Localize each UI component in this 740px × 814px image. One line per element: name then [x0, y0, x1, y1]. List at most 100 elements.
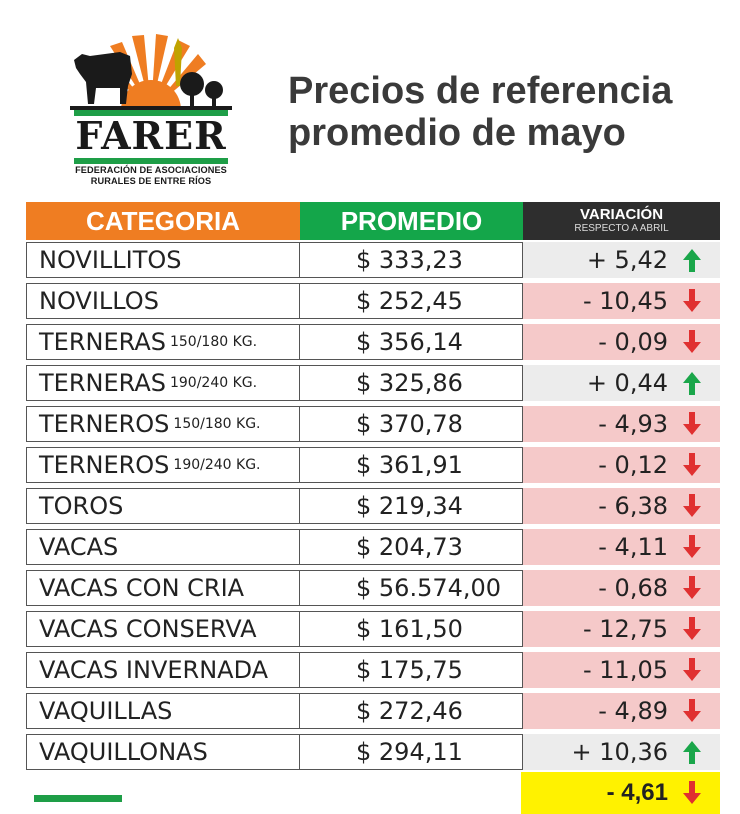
table-row: TOROS $ 219,34 - 6,38 — [26, 488, 720, 526]
variation-cell: - 11,05 — [523, 652, 720, 688]
category-cell: TERNEROS 190/240 KG. — [26, 447, 300, 483]
category-name: NOVILLITOS — [39, 246, 182, 274]
category-cell: NOVILLITOS — [26, 242, 300, 278]
average-price-cell: $ 219,34 — [300, 488, 523, 524]
arrow-down-icon — [683, 330, 701, 353]
page-title: Precios de referencia promedio de mayo — [288, 70, 718, 154]
arrow-up-icon — [683, 741, 701, 764]
variation-cell: - 4,11 — [523, 529, 720, 565]
header-promedio: PROMEDIO — [300, 202, 523, 240]
category-cell: NOVILLOS — [26, 283, 300, 319]
category-name: NOVILLOS — [39, 287, 159, 315]
category-name: TERNERAS — [39, 328, 166, 356]
variation-cell: + 0,44 — [523, 365, 720, 401]
table-row: VACAS CON CRIA $ 56.574,00 - 0,68 — [26, 570, 720, 608]
variation-value: - 0,09 — [598, 328, 668, 356]
table-row: NOVILLOS $ 252,45 - 10,45 — [26, 283, 720, 321]
variation-value: + 10,36 — [571, 738, 668, 766]
title-line2: promedio de mayo — [288, 112, 626, 154]
variation-cell: - 4,93 — [523, 406, 720, 442]
variation-value: - 0,68 — [598, 574, 668, 602]
average-price-cell: $ 56.574,00 — [300, 570, 523, 606]
category-weight: 150/180 KG. — [169, 334, 258, 350]
arrow-down-icon — [683, 412, 701, 435]
arrow-down-icon — [683, 658, 701, 681]
variation-value: - 10,45 — [583, 287, 668, 315]
arrow-up-icon — [683, 372, 701, 395]
arrow-up-icon — [683, 249, 701, 272]
average-price-cell: $ 370,78 — [300, 406, 523, 442]
variation-value: - 12,75 — [583, 615, 668, 643]
table-row: NOVILLITOS $ 333,23 + 5,42 — [26, 242, 720, 280]
category-weight: 190/240 KG. — [169, 375, 258, 391]
variation-value: + 0,44 — [586, 369, 668, 397]
category-name: TERNEROS — [39, 451, 170, 479]
average-price-cell: $ 361,91 — [300, 447, 523, 483]
category-cell: VACAS INVERNADA — [26, 652, 300, 688]
variation-cell: - 12,75 — [523, 611, 720, 647]
arrow-down-icon — [683, 781, 701, 804]
header-variacion: VARIACIÓN RESPECTO A ABRIL — [523, 202, 720, 240]
title-line1: Precios de referencia — [288, 70, 673, 112]
category-cell: TERNERAS 150/180 KG. — [26, 324, 300, 360]
table-row: VACAS CONSERVA $ 161,50 - 12,75 — [26, 611, 720, 649]
category-cell: VAQUILLAS — [26, 693, 300, 729]
category-name: TERNEROS — [39, 410, 170, 438]
logo-wordmark: FARER — [75, 113, 227, 158]
variation-cell: - 10,45 — [523, 283, 720, 319]
logo-emblem-icon — [70, 34, 232, 116]
category-cell: TERNERAS 190/240 KG. — [26, 365, 300, 401]
table-row: VACAS INVERNADA $ 175,75 - 11,05 — [26, 652, 720, 690]
arrow-down-icon — [683, 699, 701, 722]
logo-subtitle-line1: FEDERACIÓN DE ASOCIACIONES — [75, 165, 227, 175]
average-price-cell: $ 175,75 — [300, 652, 523, 688]
category-name: VACAS CONSERVA — [39, 615, 257, 643]
arrow-down-icon — [683, 289, 701, 312]
category-cell: VAQUILLONAS — [26, 734, 300, 770]
logo-green-bar-top — [74, 110, 228, 116]
average-price-cell: $ 294,11 — [300, 734, 523, 770]
variation-cell: - 6,38 — [523, 488, 720, 524]
category-name: VAQUILLAS — [39, 697, 173, 725]
variation-cell: + 10,36 — [523, 734, 720, 770]
average-price-cell: $ 204,73 — [300, 529, 523, 565]
total-variation: - 4,61 — [521, 772, 720, 814]
category-name: VACAS CON CRIA — [39, 574, 245, 602]
category-cell: TERNEROS 150/180 KG. — [26, 406, 300, 442]
category-weight: 150/180 KG. — [173, 416, 261, 432]
variation-value: - 11,05 — [583, 656, 668, 684]
category-name: TERNERAS — [39, 369, 166, 397]
logo-subtitle-line2: RURALES DE ENTRE RÍOS — [90, 176, 212, 186]
arrow-down-icon — [683, 617, 701, 640]
average-price-cell: $ 252,45 — [300, 283, 523, 319]
variation-value: - 4,93 — [598, 410, 668, 438]
table-row: VAQUILLONAS $ 294,11 + 10,36 — [26, 734, 720, 772]
arrow-down-icon — [683, 535, 701, 558]
table-row: TERNEROS 150/180 KG. $ 370,78- 4,93 — [26, 406, 720, 444]
arrow-down-icon — [683, 494, 701, 517]
category-cell: TOROS — [26, 488, 300, 524]
variation-cell: - 0,68 — [523, 570, 720, 606]
farer-logo: FARER FEDERACIÓN DE ASOCIACIONES RURALES… — [70, 26, 232, 186]
table-row: VAQUILLAS $ 272,46 - 4,89 — [26, 693, 720, 731]
variation-value: + 5,42 — [586, 246, 668, 274]
average-price-cell: $ 161,50 — [300, 611, 523, 647]
average-price-cell: $ 325,86 — [300, 365, 523, 401]
table-row: TERNERAS 150/180 KG. $ 356,14- 0,09 — [26, 324, 720, 362]
table-row: TERNEROS 190/240 KG. $ 361,91- 0,12 — [26, 447, 720, 485]
header-variacion-title: VARIACIÓN — [579, 206, 664, 223]
total-variation-value: - 4,61 — [606, 779, 668, 806]
table-row: TERNERAS 190/240 KG. $ 325,86 + 0,44 — [26, 365, 720, 403]
logo-green-bar-bottom — [74, 158, 228, 164]
variation-value: - 4,11 — [598, 533, 668, 561]
average-price-cell: $ 333,23 — [300, 242, 523, 278]
average-price-cell: $ 356,14 — [300, 324, 523, 360]
variation-cell: - 4,89 — [523, 693, 720, 729]
variation-cell: + 5,42 — [523, 242, 720, 278]
category-cell: VACAS CON CRIA — [26, 570, 300, 606]
decorative-green-line — [34, 795, 122, 802]
category-weight: 190/240 KG. — [173, 457, 261, 473]
header-variacion-subtitle: RESPECTO A ABRIL — [574, 223, 669, 234]
table-row: VACAS $ 204,73 - 4,11 — [26, 529, 720, 567]
header-categoria: CATEGORIA — [26, 202, 300, 240]
